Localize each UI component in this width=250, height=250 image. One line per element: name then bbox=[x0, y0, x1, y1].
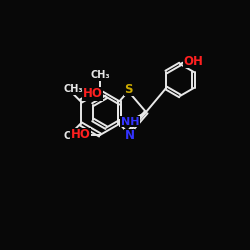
Text: HO: HO bbox=[70, 128, 90, 141]
Text: CH₃: CH₃ bbox=[63, 84, 83, 94]
Text: NH: NH bbox=[121, 116, 139, 126]
Text: OH: OH bbox=[184, 54, 204, 68]
Text: N: N bbox=[124, 129, 134, 142]
Text: HO: HO bbox=[82, 88, 102, 100]
Text: CH₃: CH₃ bbox=[90, 70, 110, 81]
Text: S: S bbox=[124, 83, 133, 96]
Text: CH₃: CH₃ bbox=[63, 131, 83, 141]
